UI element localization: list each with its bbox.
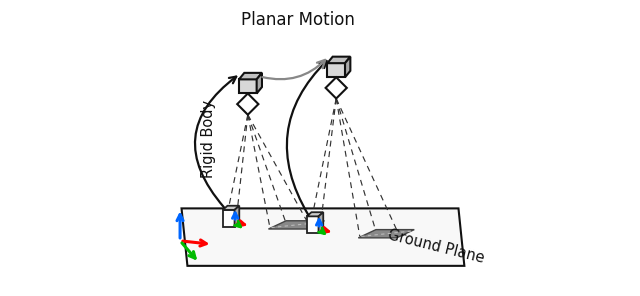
Polygon shape — [237, 94, 259, 115]
FancyArrowPatch shape — [262, 60, 325, 79]
Polygon shape — [307, 216, 319, 234]
Polygon shape — [328, 63, 345, 77]
Polygon shape — [239, 73, 262, 79]
Text: Rigid Body: Rigid Body — [200, 100, 216, 178]
Polygon shape — [268, 221, 324, 229]
FancyArrowPatch shape — [287, 61, 326, 215]
FancyArrowPatch shape — [195, 77, 236, 207]
Polygon shape — [326, 77, 347, 99]
Polygon shape — [358, 230, 414, 238]
Polygon shape — [223, 206, 239, 210]
Polygon shape — [223, 210, 235, 227]
Polygon shape — [182, 208, 465, 266]
Polygon shape — [345, 57, 350, 77]
Polygon shape — [319, 212, 323, 234]
Polygon shape — [239, 79, 257, 94]
Polygon shape — [307, 212, 323, 216]
Text: Ground Plane: Ground Plane — [387, 227, 486, 266]
Text: Planar Motion: Planar Motion — [241, 11, 355, 29]
Polygon shape — [257, 73, 262, 94]
Polygon shape — [328, 57, 350, 63]
Polygon shape — [235, 206, 239, 227]
